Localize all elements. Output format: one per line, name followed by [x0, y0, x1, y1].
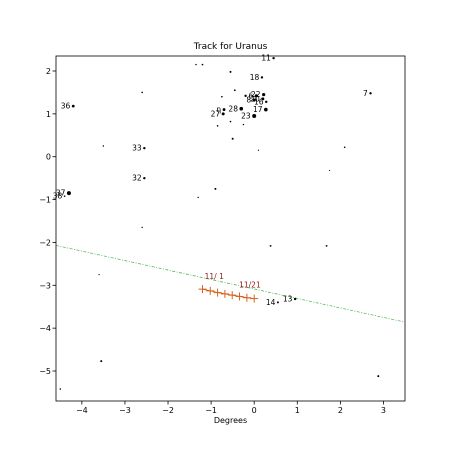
star-label: 20 [250, 94, 260, 103]
star-label: η [216, 105, 221, 114]
star-label: 7 [363, 89, 368, 98]
x-tick-label: −1 [205, 406, 217, 415]
star-point [141, 91, 143, 94]
star-point [244, 94, 247, 98]
x-axis-label: Degrees [214, 416, 247, 425]
star-label: 27 [211, 109, 221, 118]
plot-area: 1118226208161728η272373633323738131411/ … [53, 54, 406, 390]
star-point [328, 169, 331, 172]
star-point [343, 146, 346, 149]
star-point [325, 244, 328, 247]
x-tick-label: −3 [119, 406, 131, 415]
track-point [206, 286, 215, 295]
star-point [293, 297, 297, 301]
star-label: 36 [61, 102, 71, 111]
y-tick-label: −1 [39, 196, 51, 205]
star-point [221, 112, 225, 116]
star-point [260, 76, 264, 79]
x-tick-label: 1 [295, 406, 300, 415]
star-label: 6 [248, 91, 253, 100]
star-point [102, 145, 105, 147]
star-point [369, 92, 372, 95]
star-point [222, 108, 226, 111]
star-point [98, 273, 100, 276]
track-point [198, 285, 207, 294]
star-label: 16 [254, 97, 264, 106]
star-point [269, 244, 272, 247]
star-label: 33 [132, 144, 142, 153]
star-label: 28 [228, 104, 238, 113]
x-tick-label: −2 [162, 406, 174, 415]
y-tick-label: −3 [39, 281, 51, 290]
star-point [195, 63, 197, 66]
star-point [231, 137, 234, 140]
x-tick-label: 2 [338, 406, 343, 415]
star-point [242, 123, 245, 126]
star-point [221, 95, 223, 98]
star-point [63, 195, 66, 197]
star-point [100, 360, 103, 363]
star-point [272, 56, 275, 60]
star-point [377, 375, 380, 378]
y-tick-label: −2 [39, 238, 51, 247]
star-label: 37 [56, 189, 66, 198]
track-point [242, 293, 251, 302]
star-point [216, 125, 219, 127]
star-point [66, 191, 71, 196]
star-point [233, 89, 236, 92]
star-label: 8 [246, 96, 251, 105]
star-point [197, 196, 199, 199]
track-point [250, 294, 259, 303]
track-point [228, 291, 237, 300]
star-label: 18 [250, 73, 260, 82]
star-label: 13 [283, 295, 293, 304]
star-point [252, 114, 257, 118]
date-label: 11/ 1 [205, 272, 224, 281]
star-point [252, 98, 256, 102]
star-label: 14 [266, 298, 276, 307]
star-point [239, 106, 244, 111]
star-point [254, 94, 258, 98]
y-tick-label: 1 [46, 110, 51, 119]
star-point [261, 97, 265, 101]
track-point [235, 292, 244, 301]
date-label: 11/21 [239, 280, 261, 289]
y-tick-label: −4 [39, 324, 51, 333]
y-tick-label: 2 [46, 67, 51, 76]
star-point [276, 301, 279, 304]
track-point [220, 289, 229, 298]
x-axis: −4 −3 −2 −1 0 1 2 3 [76, 401, 386, 415]
star-label: 38 [53, 192, 63, 201]
plot-frame [55, 55, 406, 402]
star-point [141, 226, 143, 229]
star-point [59, 388, 62, 390]
x-tick-label: −4 [76, 406, 88, 415]
x-tick-label: 3 [381, 406, 386, 415]
star-label: 17 [253, 105, 263, 114]
star-point [229, 70, 232, 73]
star-point [214, 187, 217, 190]
star-point [71, 104, 75, 108]
star-point [143, 176, 146, 180]
star-point [264, 107, 268, 112]
star-label: 11 [261, 54, 271, 63]
star-label: 32 [132, 174, 142, 183]
y-tick-label: −5 [39, 367, 51, 376]
star-point [143, 146, 146, 150]
track-point [213, 288, 222, 297]
star-point [229, 120, 232, 123]
x-tick-label: 0 [252, 406, 257, 415]
star-point [265, 100, 268, 104]
y-axis: −5 −4 −3 −2 −1 0 1 2 [39, 67, 56, 376]
star-point [262, 92, 266, 97]
chart-title: Track for Uranus [193, 42, 268, 52]
star-label: 23 [241, 112, 251, 121]
star-point [201, 63, 204, 66]
star-point [257, 149, 260, 151]
y-tick-label: 0 [46, 153, 51, 162]
